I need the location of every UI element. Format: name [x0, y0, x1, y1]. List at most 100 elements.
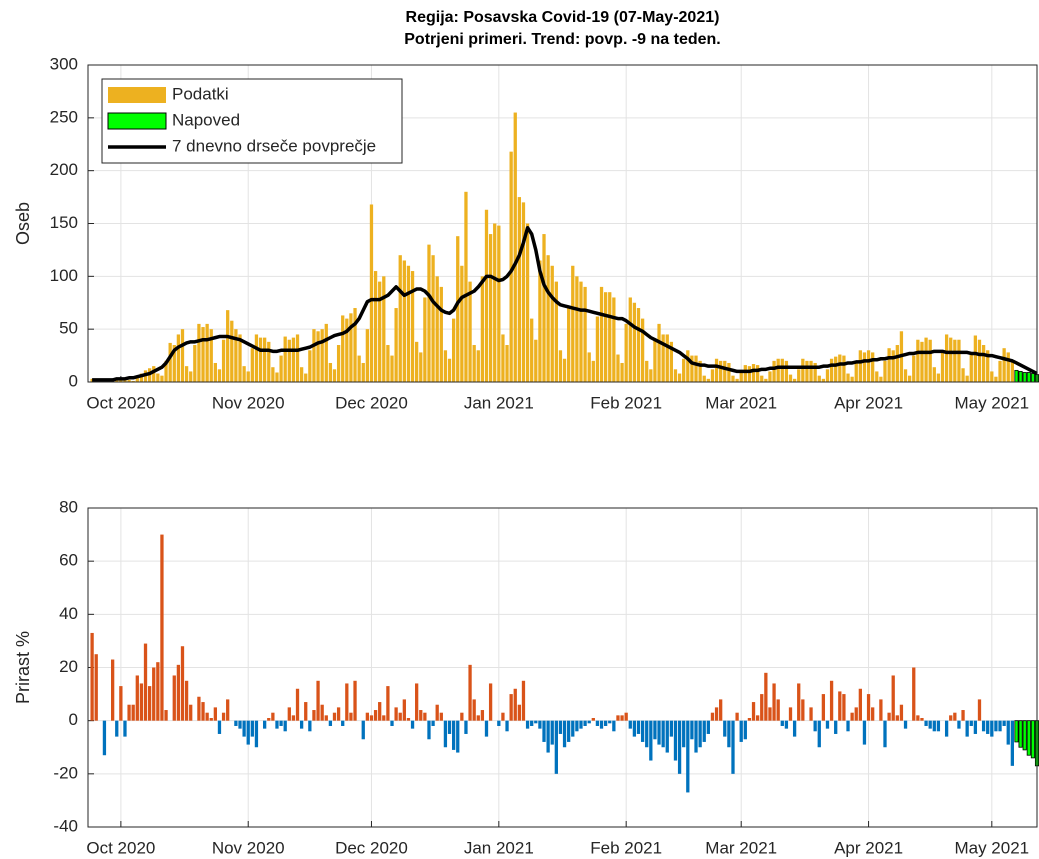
- bar: [139, 683, 144, 721]
- bar: [353, 308, 357, 382]
- bar: [1010, 720, 1014, 766]
- bar: [862, 352, 867, 382]
- bar: [291, 337, 296, 382]
- bar: [299, 720, 304, 729]
- bar: [427, 244, 431, 382]
- bar: [751, 364, 756, 382]
- bar: [953, 339, 957, 382]
- bar: [234, 720, 238, 726]
- bar: [316, 331, 320, 382]
- x-tick-label: Apr 2021: [834, 838, 903, 857]
- bar: [994, 720, 998, 732]
- bar: [932, 720, 936, 732]
- bar: [764, 378, 768, 382]
- bar: [542, 234, 546, 382]
- bar: [258, 337, 263, 382]
- bar: [603, 292, 608, 382]
- bar: [406, 718, 411, 721]
- bar: [587, 720, 591, 724]
- bar: [920, 341, 924, 382]
- bar: [735, 712, 739, 721]
- bar: [657, 720, 661, 745]
- bar: [838, 354, 842, 382]
- y-tick-label: -40: [53, 816, 78, 835]
- bar: [940, 352, 945, 382]
- bar: [1006, 720, 1010, 745]
- bar: [973, 720, 978, 734]
- bar: [378, 281, 382, 382]
- bar: [221, 339, 226, 382]
- bar: [649, 369, 653, 382]
- bar: [451, 720, 456, 750]
- bar: [341, 720, 345, 726]
- bar: [632, 302, 637, 382]
- bar: [669, 341, 674, 382]
- bar: [682, 720, 686, 748]
- bar: [665, 720, 669, 753]
- bar: [160, 534, 164, 721]
- bar: [484, 209, 489, 382]
- bar: [357, 355, 361, 382]
- bar: [390, 720, 394, 726]
- bar: [398, 255, 402, 382]
- bar: [747, 366, 752, 382]
- bar: [213, 707, 217, 721]
- bar: [488, 234, 493, 382]
- bar: [723, 360, 727, 382]
- bar: [575, 276, 579, 382]
- bar: [406, 265, 411, 382]
- x-tick-label: Feb 2021: [590, 393, 662, 412]
- bar: [439, 712, 443, 721]
- bar: [480, 710, 485, 721]
- bar: [731, 720, 735, 774]
- bar: [513, 688, 517, 721]
- bar: [193, 345, 197, 382]
- bar: [349, 712, 353, 721]
- bar: [673, 369, 678, 382]
- bar: [928, 339, 932, 382]
- bar: [760, 694, 764, 721]
- bar: [521, 202, 526, 382]
- bar: [887, 712, 891, 721]
- bar: [694, 720, 698, 753]
- bar: [250, 348, 254, 382]
- bar: [324, 715, 328, 721]
- bar: [895, 715, 899, 721]
- y-tick-label: 50: [59, 319, 78, 338]
- legend-swatch: [107, 112, 167, 130]
- bar: [616, 354, 620, 382]
- bar: [838, 691, 842, 721]
- bar: [291, 715, 296, 721]
- bar: [953, 712, 957, 721]
- bar: [973, 335, 978, 382]
- bar: [271, 712, 275, 721]
- bar: [669, 720, 674, 737]
- bar: [1002, 348, 1006, 382]
- bar: [727, 720, 731, 748]
- bar: [460, 265, 464, 382]
- x-tick-label: Apr 2021: [834, 393, 903, 412]
- bar: [484, 720, 489, 737]
- bar: [530, 720, 534, 726]
- bar: [176, 334, 181, 382]
- bar: [217, 369, 222, 382]
- bar: [883, 720, 887, 748]
- bar: [246, 720, 250, 745]
- bar: [517, 197, 522, 382]
- bar: [534, 720, 538, 724]
- bar: [283, 720, 287, 732]
- bar: [797, 683, 801, 721]
- x-tick-label: May 2021: [954, 393, 1029, 412]
- bar: [476, 715, 480, 721]
- y-tick-label: 300: [50, 54, 78, 73]
- bar: [821, 378, 826, 382]
- bar: [583, 286, 587, 382]
- bar: [468, 664, 472, 721]
- bar: [608, 292, 612, 382]
- bar: [365, 329, 370, 382]
- bar: [189, 371, 193, 382]
- legend-swatch: [108, 87, 166, 103]
- bar: [320, 329, 324, 382]
- bar: [797, 369, 801, 382]
